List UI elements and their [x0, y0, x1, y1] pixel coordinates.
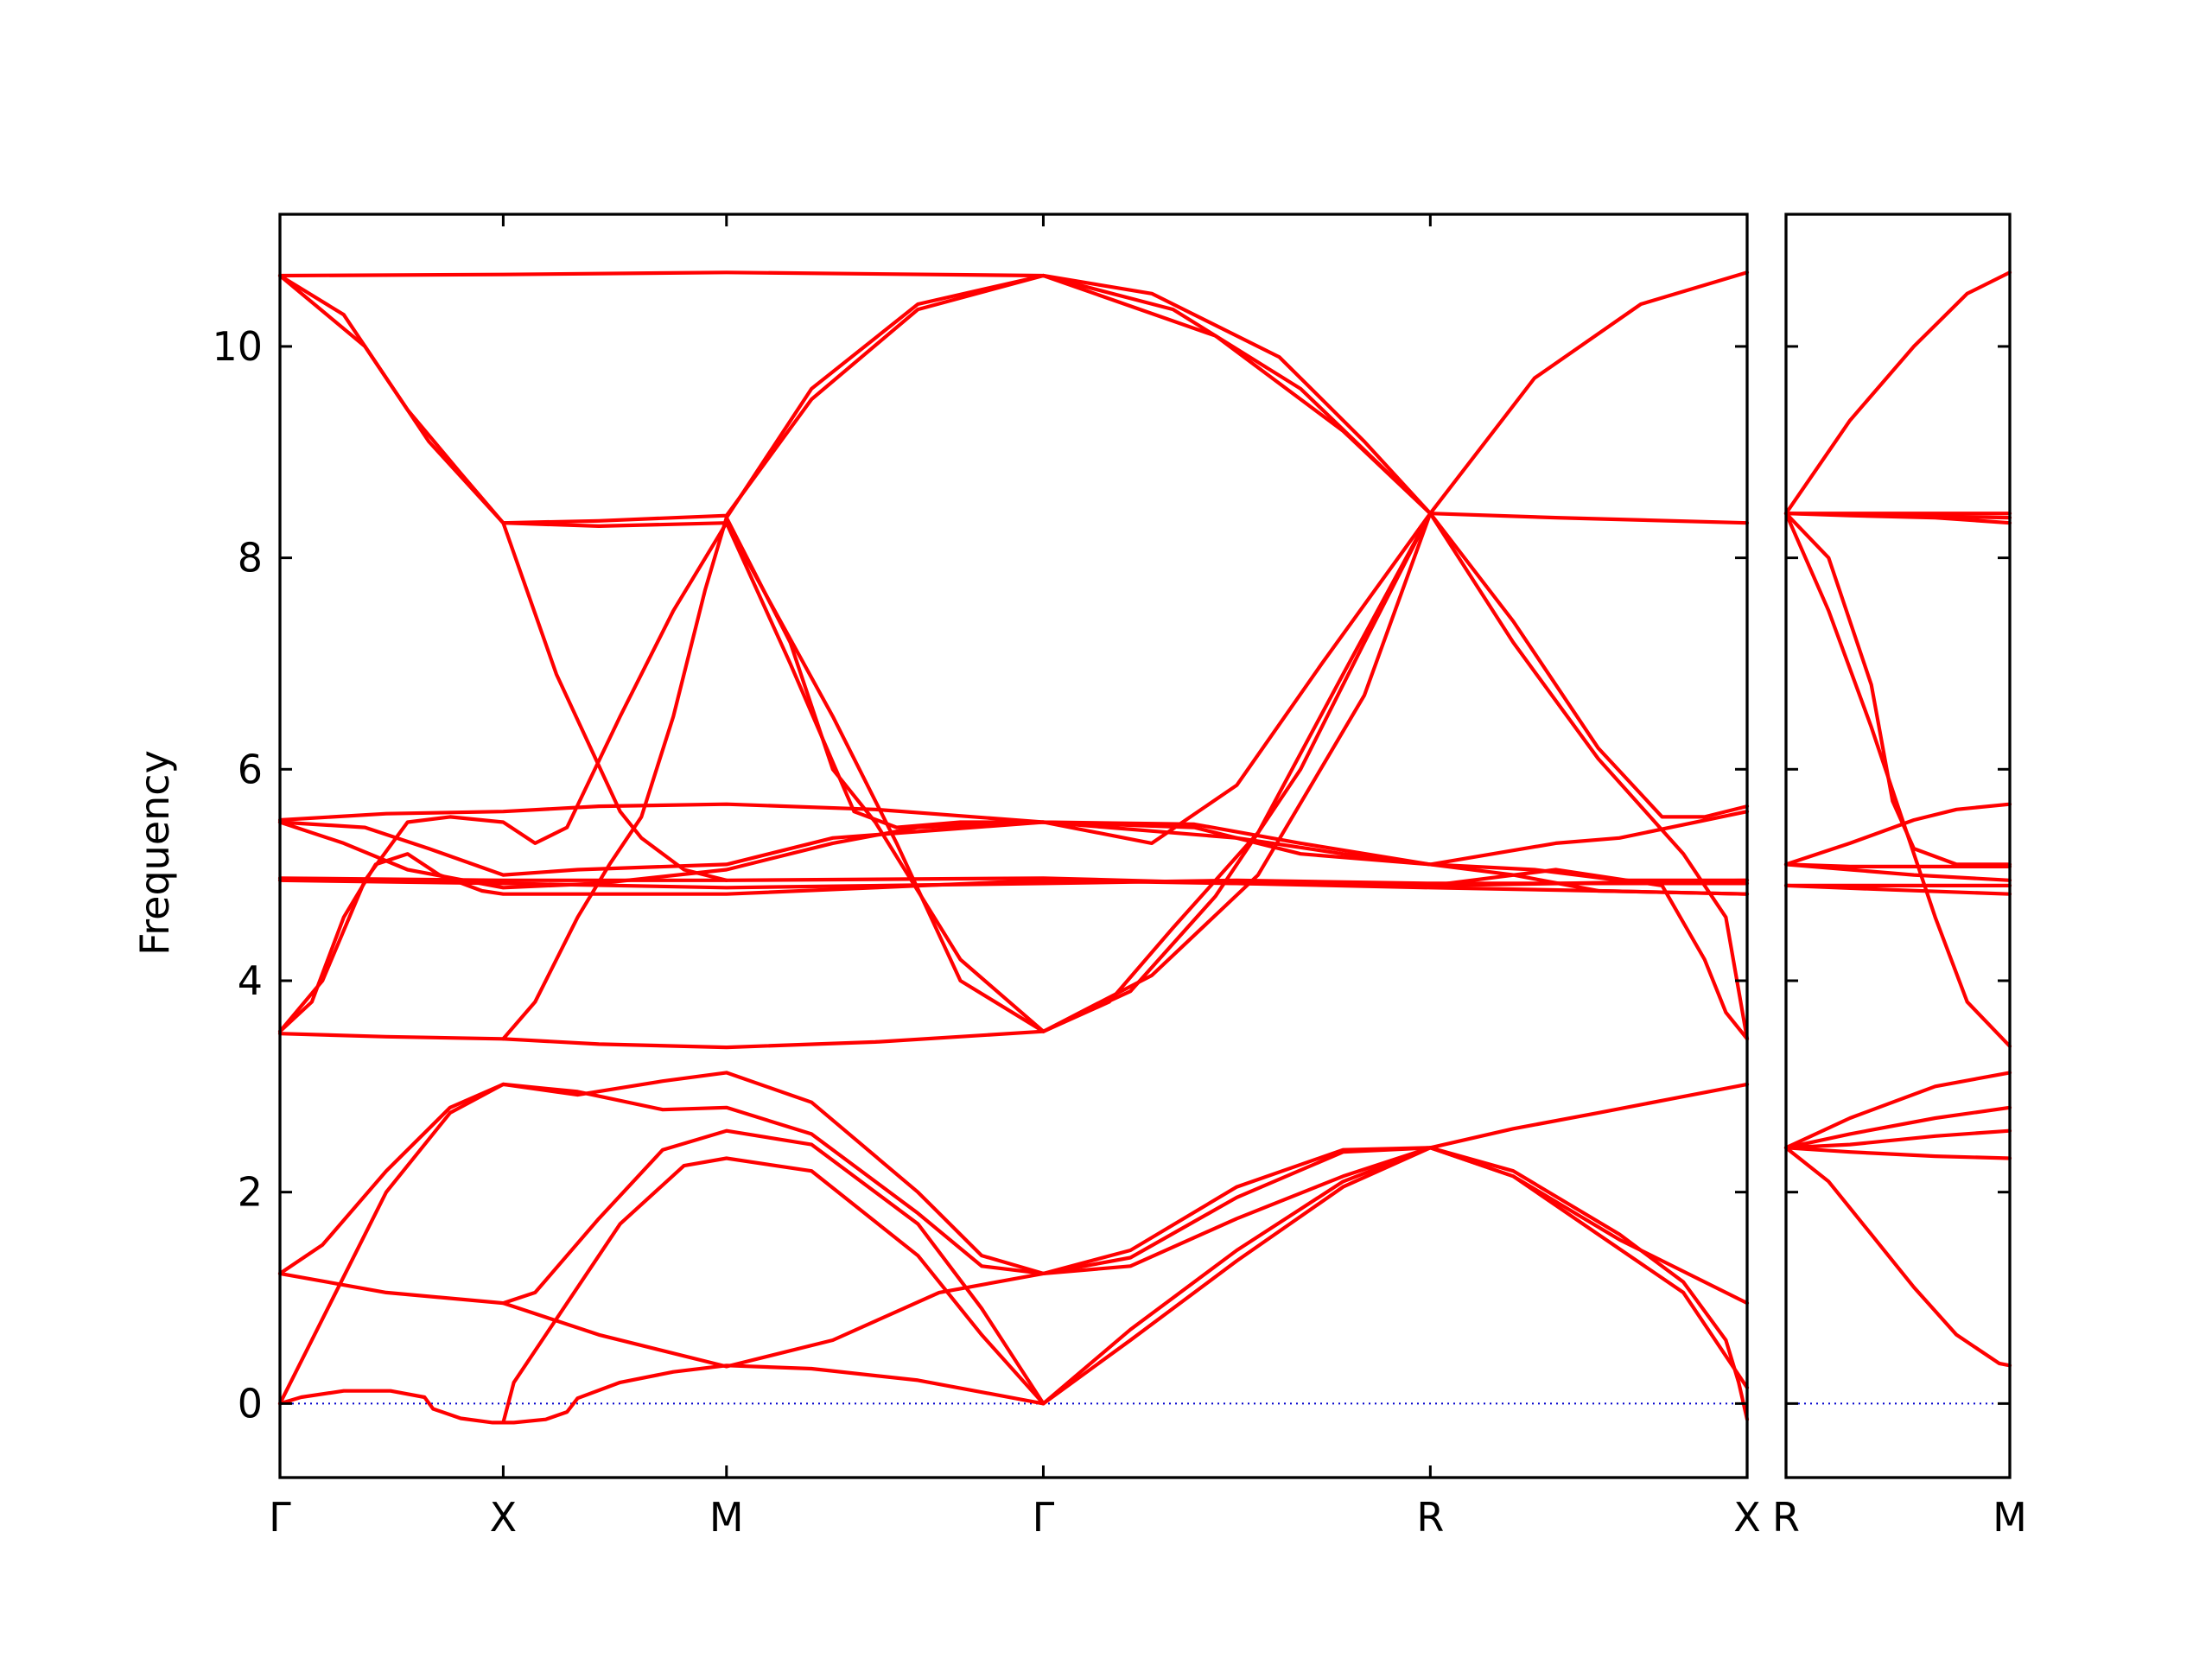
y-tick-label: 2	[238, 1169, 263, 1216]
plot-frame	[278, 213, 1749, 1479]
band-line-17	[501, 512, 1433, 1041]
band-line-14	[277, 273, 1750, 819]
band-line-20	[724, 273, 1046, 520]
kpoint-label: Γ	[1033, 1494, 1055, 1541]
band-line-7	[1783, 512, 2012, 867]
band-line-22	[1041, 512, 1433, 1033]
band-line-2	[1783, 1146, 2012, 1160]
kpoint-label: X	[1733, 1494, 1761, 1541]
band-line-4	[1783, 1105, 2012, 1150]
kpoint-label: Γ	[269, 1494, 291, 1541]
y-tick-label: 0	[238, 1380, 263, 1427]
band-line-7	[277, 1029, 1046, 1050]
band-line-6	[501, 1128, 1433, 1406]
band-line-5	[1783, 1071, 2012, 1150]
band-line-13	[277, 810, 1750, 877]
kpoint-label: R	[1772, 1494, 1800, 1541]
band-line-21	[1041, 273, 1750, 1041]
band-line-6	[1783, 512, 2012, 1048]
band-line-8	[1783, 802, 2012, 867]
kpoint-label: R	[1416, 1494, 1444, 1541]
y-tick-label: 8	[238, 535, 263, 582]
band-line-10	[277, 878, 1750, 890]
band-line-4	[277, 1146, 1750, 1421]
band-line-19	[277, 273, 728, 882]
band-line-1	[1783, 1146, 2012, 1368]
band-line-16	[277, 270, 1750, 1033]
y-tick-label: 10	[212, 323, 263, 370]
plot-frame	[1784, 213, 2012, 1479]
band-line-15	[1783, 512, 2012, 520]
band-line-3	[1783, 1128, 2012, 1150]
band-line-23	[1428, 868, 1750, 1041]
kpoint-label: X	[490, 1494, 518, 1541]
y-tick-label: 4	[238, 957, 263, 1004]
y-axis-label: Frequency	[131, 750, 178, 956]
kpoint-label: M	[1993, 1494, 2027, 1541]
y-tick-label: 6	[238, 746, 263, 792]
kpoint-label: M	[709, 1494, 744, 1541]
band-line-15	[277, 270, 1750, 525]
panel-1: 0 2 4 6 8 10 Γ X M Γ R X	[212, 213, 1761, 1541]
band-line-1	[277, 1363, 1046, 1425]
band-line-16	[1783, 270, 2012, 516]
band-line-5	[501, 1146, 1750, 1425]
band-line-18	[501, 512, 1433, 1033]
band-line-10	[1783, 862, 2012, 868]
